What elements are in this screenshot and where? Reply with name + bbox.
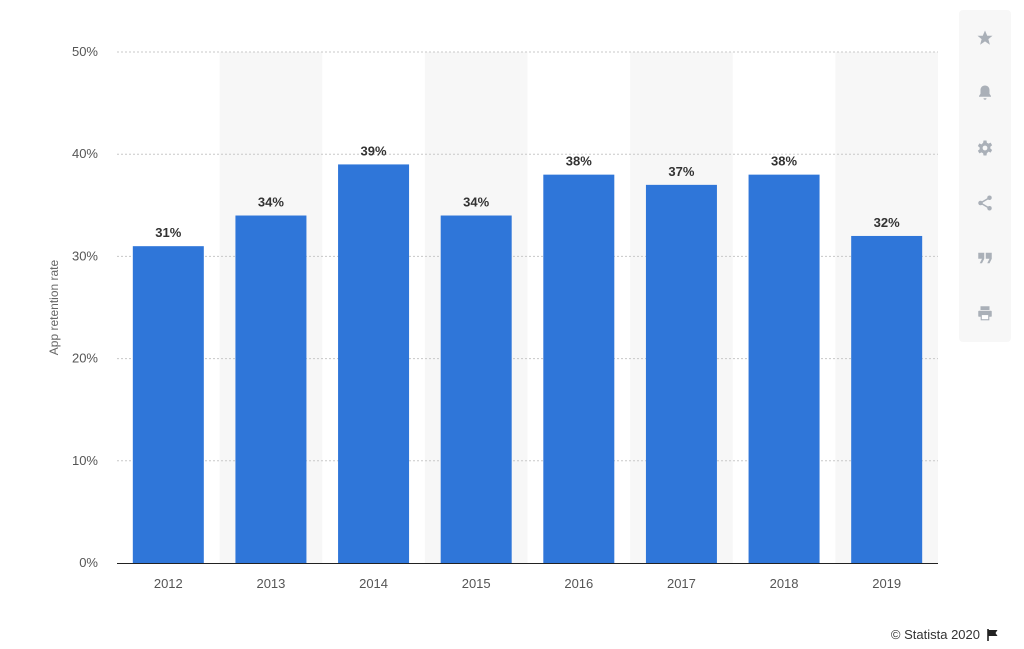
bell-icon xyxy=(979,85,991,100)
share-button[interactable] xyxy=(965,183,1005,223)
y-tick-label: 30% xyxy=(72,248,98,263)
print-icon xyxy=(978,306,992,321)
data-label-2015: 34% xyxy=(463,195,489,210)
data-label-2013: 34% xyxy=(258,195,284,210)
bar-2017[interactable] xyxy=(645,184,717,564)
bar-2018[interactable] xyxy=(748,174,820,563)
notification-button[interactable] xyxy=(965,73,1005,113)
gear-icon xyxy=(977,140,993,156)
x-tick-label-2016: 2016 xyxy=(564,576,593,591)
flag-icon[interactable] xyxy=(986,628,1000,642)
x-tick-label-2017: 2017 xyxy=(667,576,696,591)
bar-2019[interactable] xyxy=(851,235,923,563)
data-label-2019: 32% xyxy=(874,215,900,230)
x-tick-label-2015: 2015 xyxy=(462,576,491,591)
x-tick-label-2012: 2012 xyxy=(154,576,183,591)
data-labels: 31% 34% 39% 34% 38% 37% 38% 32% xyxy=(155,143,900,240)
y-tick-label: 50% xyxy=(72,44,98,59)
y-axis-ticks: 0% 10% 20% 30% 40% 50% xyxy=(72,44,98,570)
data-label-2012: 31% xyxy=(155,225,181,240)
bar-2015[interactable] xyxy=(440,215,512,563)
share-icon xyxy=(978,195,992,211)
bar-2014[interactable] xyxy=(338,164,410,564)
chart-toolbar xyxy=(959,10,1011,342)
settings-button[interactable] xyxy=(965,128,1005,168)
y-tick-label: 0% xyxy=(79,555,98,570)
data-label-2018: 38% xyxy=(771,154,797,169)
data-label-2016: 38% xyxy=(566,154,592,169)
bars xyxy=(132,164,923,564)
quote-icon xyxy=(978,252,992,264)
y-tick-label: 10% xyxy=(72,453,98,468)
x-tick-label-2013: 2013 xyxy=(256,576,285,591)
bar-2012[interactable] xyxy=(132,246,204,563)
cite-button[interactable] xyxy=(965,238,1005,278)
bar-2016[interactable] xyxy=(543,174,615,563)
star-icon xyxy=(977,30,993,45)
x-tick-label-2014: 2014 xyxy=(359,576,388,591)
bar-2013[interactable] xyxy=(235,215,307,563)
print-button[interactable] xyxy=(965,293,1005,333)
data-label-2017: 37% xyxy=(668,164,694,179)
x-axis-ticks: 2012 2013 2014 2015 2016 2017 2018 2019 xyxy=(154,576,901,591)
credit-link[interactable]: © Statista 2020 xyxy=(890,627,980,642)
chart: 31%34%39%34%38%37%38%32% 2012 2013 2014 201… xyxy=(47,44,938,591)
x-tick-label-2019: 2019 xyxy=(872,576,901,591)
y-tick-label: 20% xyxy=(72,351,98,366)
y-tick-label: 40% xyxy=(72,146,98,161)
x-tick-label-2018: 2018 xyxy=(770,576,799,591)
y-axis-title: App retention rate xyxy=(47,259,61,355)
statista-credit: © Statista 2020 xyxy=(891,627,1000,642)
data-label-2014: 39% xyxy=(361,143,387,158)
favorite-button[interactable] xyxy=(965,18,1005,58)
